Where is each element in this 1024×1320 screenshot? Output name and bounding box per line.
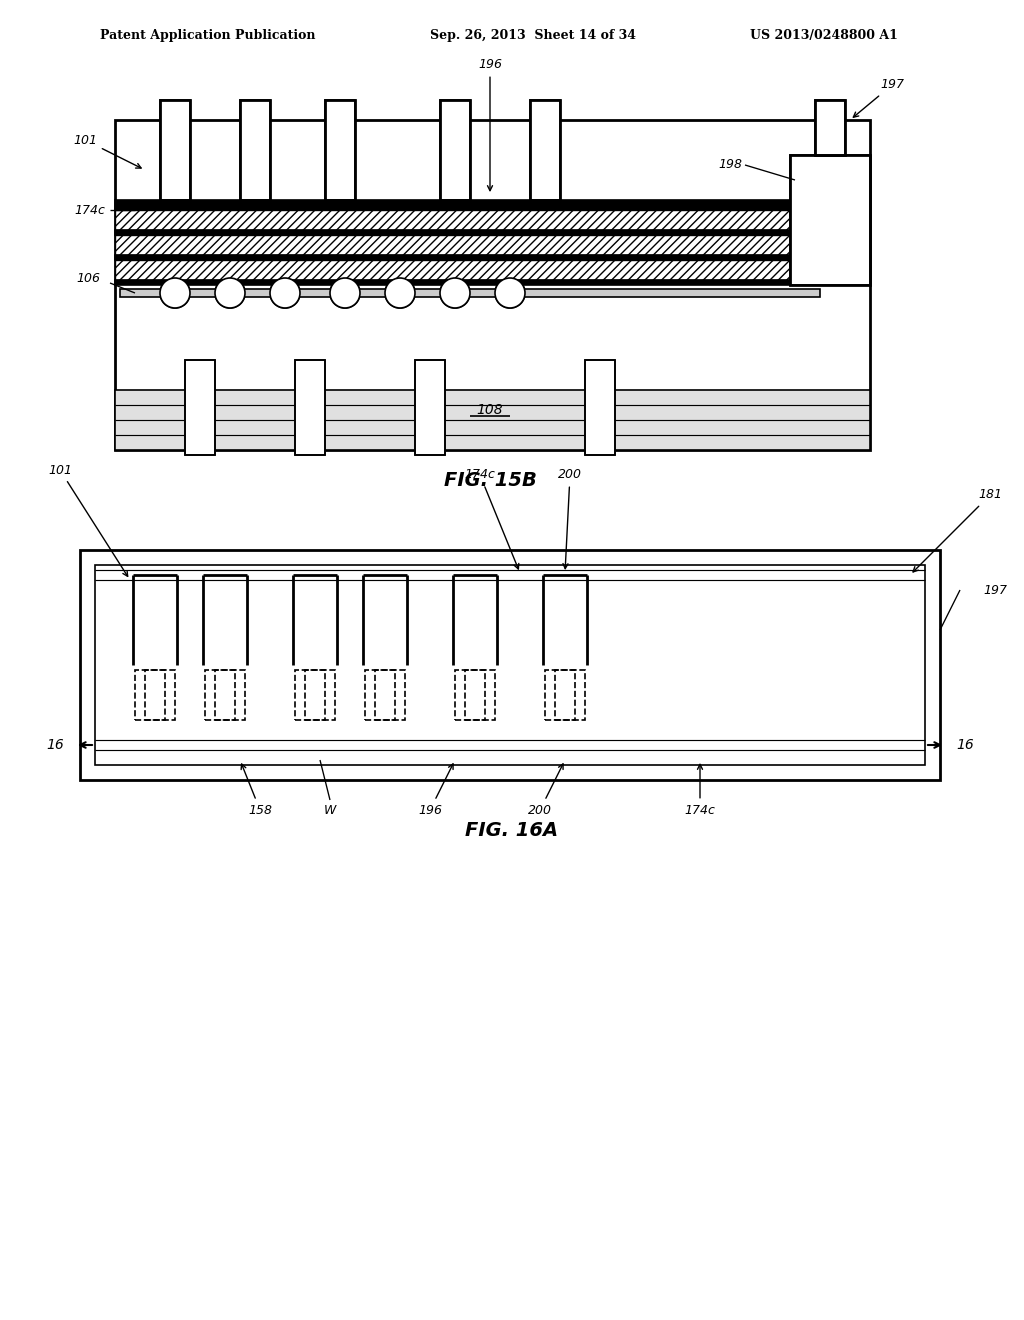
Bar (815, 100, 845, 154)
Text: W: W (324, 804, 336, 817)
Text: 181: 181 (913, 488, 1002, 572)
Bar (325, 100, 355, 201)
Text: US 2013/0248800 A1: US 2013/0248800 A1 (750, 29, 898, 41)
Bar (530, 100, 560, 201)
Bar (185, 360, 215, 455)
Text: 158: 158 (241, 764, 272, 817)
Circle shape (440, 279, 470, 308)
Text: 101: 101 (73, 133, 141, 168)
Bar (305, 671, 335, 719)
Bar (790, 154, 870, 285)
Text: 197: 197 (983, 583, 1007, 597)
Bar (115, 255, 840, 260)
Text: 200: 200 (558, 469, 582, 569)
Bar (115, 210, 840, 230)
Bar (145, 671, 175, 719)
Text: 16: 16 (956, 738, 974, 752)
Text: 198: 198 (718, 158, 742, 172)
Bar (115, 260, 840, 280)
Text: 106: 106 (76, 272, 100, 285)
Bar (415, 360, 445, 455)
Circle shape (495, 279, 525, 308)
Text: 108: 108 (477, 403, 504, 417)
Circle shape (160, 279, 190, 308)
Bar (115, 280, 840, 285)
Bar (160, 100, 190, 201)
Bar (465, 671, 495, 719)
Text: 197: 197 (853, 78, 904, 117)
Bar (115, 201, 840, 210)
Bar (455, 671, 485, 719)
Bar (95, 565, 925, 766)
Bar (585, 360, 615, 455)
Bar (185, 360, 215, 455)
Bar (240, 100, 270, 201)
Bar (215, 671, 245, 719)
Text: 196: 196 (478, 58, 502, 190)
Bar (240, 100, 270, 201)
Text: 200: 200 (528, 764, 563, 817)
Bar (790, 154, 870, 285)
Text: 196: 196 (418, 764, 453, 817)
Bar (530, 100, 560, 201)
Circle shape (215, 279, 245, 308)
Bar (365, 671, 395, 719)
Bar (115, 389, 870, 450)
Text: 101: 101 (48, 463, 128, 577)
Bar (205, 671, 234, 719)
Bar (295, 360, 325, 455)
Circle shape (385, 279, 415, 308)
Bar (295, 360, 325, 455)
Circle shape (270, 279, 300, 308)
Bar (585, 360, 615, 455)
Text: FIG. 15B: FIG. 15B (443, 470, 537, 490)
Bar (545, 671, 575, 719)
Text: 174c: 174c (74, 203, 105, 216)
Bar (440, 100, 470, 201)
Bar (135, 671, 165, 719)
Bar (115, 235, 840, 255)
Bar (115, 120, 870, 450)
Bar (80, 550, 940, 780)
Text: 16: 16 (46, 738, 63, 752)
Text: 174c: 174c (685, 764, 716, 817)
Bar (440, 100, 470, 201)
Bar (815, 100, 845, 154)
Bar (415, 360, 445, 455)
Bar (160, 100, 190, 201)
Bar (120, 289, 820, 297)
Bar (115, 230, 840, 235)
Bar (295, 671, 325, 719)
Circle shape (330, 279, 360, 308)
Bar (325, 100, 355, 201)
Bar (555, 671, 585, 719)
Text: Patent Application Publication: Patent Application Publication (100, 29, 315, 41)
Bar (375, 671, 406, 719)
Text: Sep. 26, 2013  Sheet 14 of 34: Sep. 26, 2013 Sheet 14 of 34 (430, 29, 636, 41)
Text: 174c: 174c (465, 469, 519, 569)
Text: FIG. 16A: FIG. 16A (466, 821, 558, 840)
